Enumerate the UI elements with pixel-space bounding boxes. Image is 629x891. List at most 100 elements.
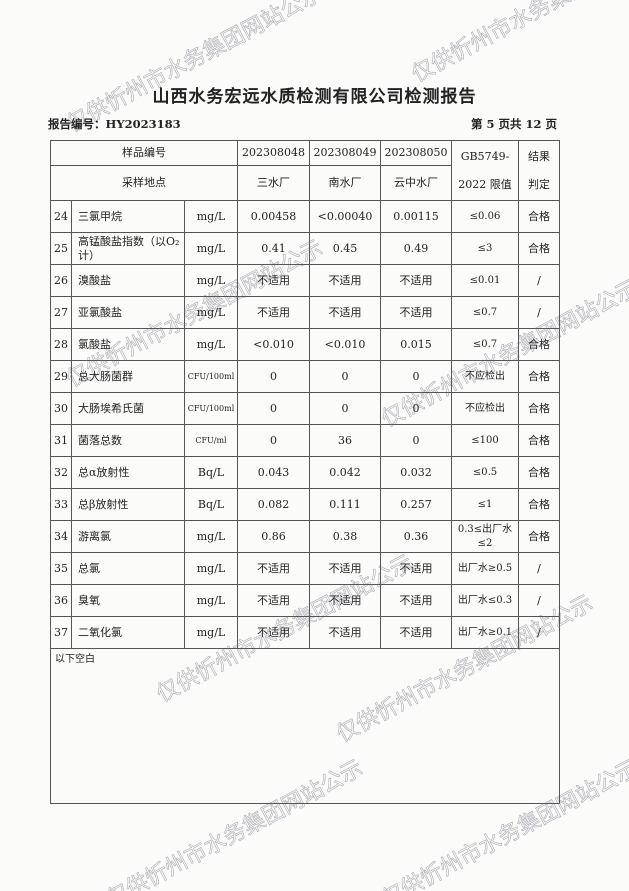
table-row: 30 大肠埃希氏菌 CFU/100ml 0 0 0 不应检出 合格 <box>50 392 560 425</box>
cell-limit: 0.3≤出厂水≤2 <box>451 520 519 553</box>
cell-unit: mg/L <box>184 584 238 617</box>
cell-v1: 不适用 <box>237 264 310 297</box>
cell-result: 合格 <box>518 392 560 425</box>
cell-v2: 0.38 <box>309 520 381 553</box>
cell-no: 32 <box>50 456 72 489</box>
cell-name: 氯酸盐 <box>71 328 185 361</box>
cell-v2: 不适用 <box>309 584 381 617</box>
cell-limit: ≤1 <box>451 488 519 521</box>
cell-v3: 0 <box>380 392 452 425</box>
cell-name: 游离氯 <box>71 520 185 553</box>
cell-result: / <box>518 616 560 649</box>
cell-v1: 0.00458 <box>237 200 310 233</box>
cell-limit: 出厂水≥0.1 <box>451 616 519 649</box>
cell-v2: 36 <box>309 424 381 457</box>
cell-no: 37 <box>50 616 72 649</box>
cell-limit: ≤0.5 <box>451 456 519 489</box>
cell-v3: 0 <box>380 360 452 393</box>
cell-limit: ≤0.01 <box>451 264 519 297</box>
cell-v1: 0 <box>237 360 310 393</box>
cell-name: 大肠埃希氏菌 <box>71 392 185 425</box>
cell-no: 35 <box>50 552 72 585</box>
cell-result: / <box>518 584 560 617</box>
cell-limit: 不应检出 <box>451 392 519 425</box>
cell-unit: mg/L <box>184 296 238 329</box>
cell-result: 合格 <box>518 200 560 233</box>
cell-limit: 不应检出 <box>451 360 519 393</box>
cell-result: 合格 <box>518 456 560 489</box>
cell-v1: 0.043 <box>237 456 310 489</box>
limit-header: GB5749- 2022 限值 <box>451 140 519 201</box>
cell-name: 溴酸盐 <box>71 264 185 297</box>
cell-v2: 0 <box>309 392 381 425</box>
cell-no: 26 <box>50 264 72 297</box>
cell-v3: 不适用 <box>380 584 452 617</box>
cell-v1: 0.86 <box>237 520 310 553</box>
cell-result: 合格 <box>518 328 560 361</box>
cell-no: 29 <box>50 360 72 393</box>
cell-name: 二氧化氯 <box>71 616 185 649</box>
location: 南水厂 <box>309 165 381 201</box>
cell-unit: Bq/L <box>184 488 238 521</box>
report-title: 山西水务宏远水质检测有限公司检测报告 <box>152 87 477 107</box>
cell-v2: 不适用 <box>309 552 381 585</box>
cell-v1: 0 <box>237 424 310 457</box>
cell-v1: 0.082 <box>237 488 310 521</box>
cell-v3: 0 <box>380 424 452 457</box>
sample-no-label: 样品编号 <box>50 140 238 166</box>
cell-limit: ≤0.7 <box>451 328 519 361</box>
cell-v3: 不适用 <box>380 296 452 329</box>
limit-label-1: GB5749- <box>460 149 510 163</box>
table-row: 24 三氯甲烷 mg/L 0.00458 <0.00040 0.00115 ≤0.06 合格 <box>50 200 560 233</box>
cell-v1: 0 <box>237 392 310 425</box>
result-label-2: 判定 <box>528 177 550 191</box>
table-row: 27 亚氯酸盐 mg/L 不适用 不适用 不适用 ≤0.7/ <box>50 296 560 329</box>
table-row: 34 游离氯 mg/L 0.86 0.38 0.36 0.3≤出厂水≤2 合格 <box>50 520 560 553</box>
footer-note: 以下空白 <box>50 648 560 804</box>
cell-v3: 0.00115 <box>380 200 452 233</box>
cell-limit: 出厂水≥0.5 <box>451 552 519 585</box>
cell-v1: 不适用 <box>237 552 310 585</box>
cell-limit: ≤0.06 <box>451 200 519 233</box>
location-label: 采样地点 <box>50 165 238 201</box>
cell-name: 总β放射性 <box>71 488 185 521</box>
cell-unit: mg/L <box>184 520 238 553</box>
cell-v2: <0.00040 <box>309 200 381 233</box>
location: 三水厂 <box>237 165 310 201</box>
cell-v3: 不适用 <box>380 264 452 297</box>
location: 云中水厂 <box>380 165 452 201</box>
table-row: 35 总氯 mg/L 不适用 不适用 不适用 出厂水≥0.5/ <box>50 552 560 585</box>
cell-unit: mg/L <box>184 264 238 297</box>
cell-name: 臭氧 <box>71 584 185 617</box>
table-row: 33 总β放射性 Bq/L 0.082 0.111 0.257 ≤1 合格 <box>50 488 560 521</box>
cell-v1: 不适用 <box>237 296 310 329</box>
cell-no: 33 <box>50 488 72 521</box>
cell-limit: 出厂水≤0.3 <box>451 584 519 617</box>
result-label-1: 结果 <box>528 149 550 163</box>
cell-v3: 不适用 <box>380 552 452 585</box>
cell-name: 总氯 <box>71 552 185 585</box>
cell-unit: mg/L <box>184 200 238 233</box>
cell-result: 合格 <box>518 424 560 457</box>
cell-v2: 0 <box>309 360 381 393</box>
cell-result: 合格 <box>518 520 560 553</box>
cell-no: 24 <box>50 200 72 233</box>
cell-unit: CFU/ml <box>184 424 238 457</box>
watermark: 仅供忻州市水务集团网站公示 <box>407 0 629 88</box>
cell-name: 三氯甲烷 <box>71 200 185 233</box>
cell-result: / <box>518 264 560 297</box>
results-table: 样品编号 202308048 202308049 202308050 GB574… <box>50 140 560 804</box>
cell-v2: 不适用 <box>309 264 381 297</box>
cell-v3: 0.015 <box>380 328 452 361</box>
cell-result: / <box>518 296 560 329</box>
cell-no: 31 <box>50 424 72 457</box>
cell-name: 高锰酸盐指数（以O₂计） <box>71 232 185 265</box>
cell-result: 合格 <box>518 232 560 265</box>
cell-no: 27 <box>50 296 72 329</box>
cell-limit: ≤0.7 <box>451 296 519 329</box>
cell-v2: <0.010 <box>309 328 381 361</box>
table-row: 31 菌落总数 CFU/ml 0 36 0 ≤100 合格 <box>50 424 560 457</box>
cell-v2: 0.111 <box>309 488 381 521</box>
cell-limit: ≤3 <box>451 232 519 265</box>
